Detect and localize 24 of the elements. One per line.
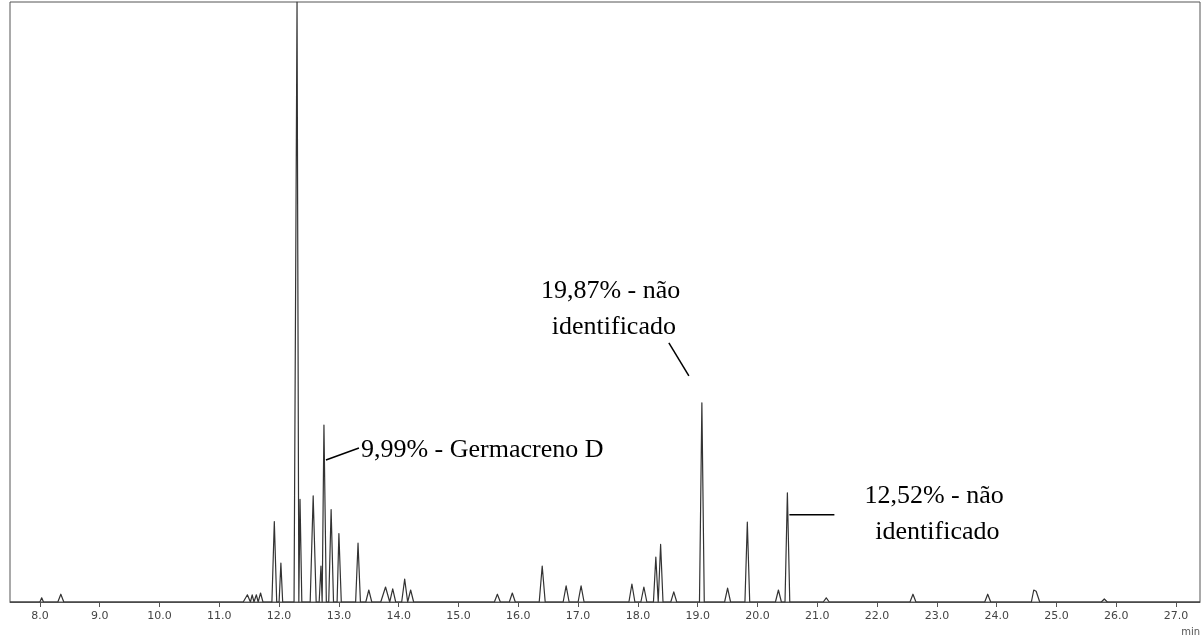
annotation: 9,99% - Germacreno D xyxy=(360,433,604,463)
x-tick-label: 15.0 xyxy=(446,609,471,622)
x-tick-label: 22.0 xyxy=(864,609,890,622)
x-tick-label: 17.0 xyxy=(565,609,591,622)
x-tick-label: 14.0 xyxy=(386,609,411,622)
annotation: 19,87% - não identificado xyxy=(540,275,687,341)
x-tick-label: 8.0 xyxy=(31,609,49,622)
x-tick-label: 16.0 xyxy=(506,609,531,622)
x-tick-label: 27.0 xyxy=(1163,609,1189,622)
x-axis-title: min xyxy=(1181,625,1200,637)
x-tick-label: 13.0 xyxy=(326,609,352,622)
x-tick-label: 20.0 xyxy=(745,609,770,622)
x-tick-label: 9.0 xyxy=(90,609,109,622)
x-tick-label: 25.0 xyxy=(1044,609,1069,622)
x-tick-label: 21.0 xyxy=(805,609,830,622)
x-tick-label: 19.0 xyxy=(685,609,710,622)
x-tick-label: 18.0 xyxy=(625,609,651,622)
x-tick-label: 24.0 xyxy=(984,609,1009,622)
x-tick-label: 23.0 xyxy=(924,609,950,622)
x-tick-label: 10.0 xyxy=(147,609,172,622)
annotation: 12,52% - não identificado xyxy=(864,480,1011,546)
x-tick-label: 12.0 xyxy=(266,609,292,622)
x-tick-label: 11.0 xyxy=(207,609,232,622)
x-tick-label: 26.0 xyxy=(1104,609,1129,622)
